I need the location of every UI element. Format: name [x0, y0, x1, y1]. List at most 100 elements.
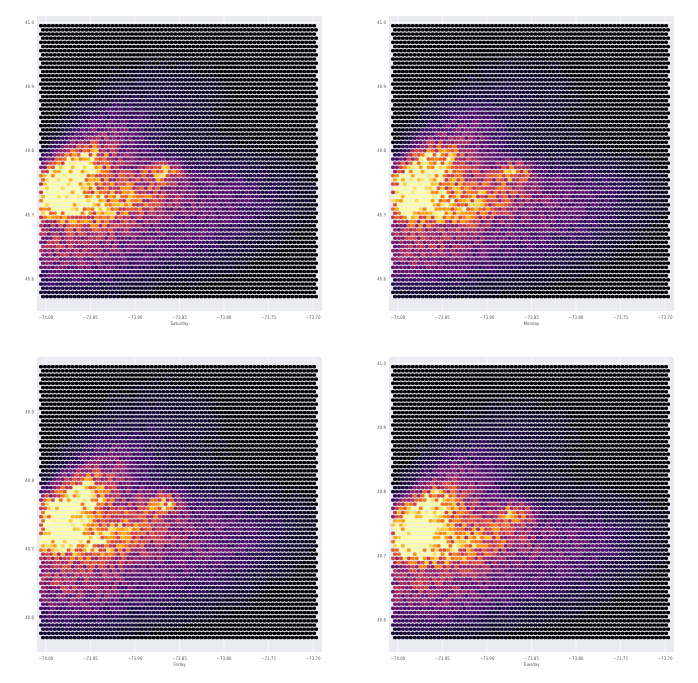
hexbin-cell [64, 261, 69, 265]
hexbin-cell [62, 265, 67, 270]
hexbin-cell [145, 24, 150, 28]
hexbin-cell [282, 136, 287, 140]
hexbin-cell [147, 178, 152, 182]
hexbin-cell [300, 224, 305, 228]
hexbin-cell [252, 215, 257, 220]
hexbin-cell [272, 124, 277, 128]
hexbin-cell [238, 53, 243, 57]
hexbin-cell [209, 190, 214, 195]
hexbin-cell [88, 103, 93, 107]
hexbin-cell [56, 94, 61, 99]
hexbin-cell [124, 203, 129, 207]
hexbin-cell [228, 282, 233, 286]
hexbin-cell [284, 149, 289, 153]
hexbin-cell [100, 119, 105, 124]
hexbin-cell [292, 182, 297, 186]
hexbin-cell [42, 215, 47, 220]
hexbin-cell [72, 86, 77, 90]
hexbin-cell [193, 57, 198, 61]
hexbin-cell [175, 261, 180, 265]
hexbin-cell [228, 124, 233, 128]
hexbin-cell [64, 144, 69, 149]
hexbin-cell [60, 94, 65, 99]
hexbin-cell [185, 107, 190, 111]
hexbin-cell [173, 274, 178, 278]
hexbin-cell [266, 211, 271, 215]
hexbin-cell [86, 24, 91, 28]
hexbin-cell [207, 111, 212, 115]
hexbin-cell [128, 119, 133, 124]
hexbin-cell [244, 207, 249, 211]
hexbin-cell [288, 40, 293, 45]
hexbin-cell [228, 240, 233, 245]
hexbin-cell [244, 49, 249, 53]
hexbin-cell [122, 40, 127, 45]
hexbin-cell [137, 65, 142, 70]
hexbin-cell [46, 165, 51, 170]
hexbin-cell [539, 36, 544, 40]
hexbin-cell [163, 228, 168, 232]
hexbin-cell [236, 140, 241, 145]
hexbin-cell [278, 178, 283, 182]
hexbin-cell [509, 24, 514, 28]
hexbin-cell [276, 124, 281, 128]
hexbin-cell [177, 190, 182, 195]
hexbin-cell [252, 165, 257, 170]
hexbin-cell [232, 182, 237, 186]
hexbin-cell [153, 149, 158, 153]
hexbin-cell [124, 69, 129, 74]
hexbin-cell [56, 169, 61, 174]
hexbin-cell [179, 136, 184, 140]
hexbin-cell [226, 178, 231, 182]
hexbin-cell [88, 178, 93, 182]
hexbin-cell [296, 124, 301, 128]
hexbin-cell [215, 186, 220, 190]
hexbin-cell [300, 174, 305, 178]
hexbin-cell [149, 282, 154, 286]
hexbin-cell [636, 24, 641, 28]
hexbin-cell [133, 149, 139, 153]
hexbin-cell [282, 86, 287, 90]
hexbin-cell [296, 240, 301, 245]
hexbin-cell [314, 219, 319, 224]
hexbin-cell [100, 186, 105, 190]
hexbin-cell [104, 186, 109, 190]
hexbin-cell [302, 136, 307, 140]
hexbin-cell [213, 115, 218, 120]
hexbin-cell [165, 290, 170, 295]
hexbin-cell [96, 128, 101, 132]
hexbin-cell [191, 94, 196, 99]
hexbin-cell [434, 24, 439, 28]
hexbin-cell [126, 282, 131, 286]
hexbin-cell [90, 257, 95, 261]
hexbin-cell [130, 240, 135, 245]
hexbin-cell [78, 165, 83, 170]
hexbin-cell [66, 82, 71, 86]
hexbin-cell [179, 278, 184, 282]
hexbin-cell [652, 32, 657, 36]
hexbin-cell [205, 74, 210, 78]
hexbin-cell [104, 161, 109, 165]
hexbin-cell [66, 99, 71, 103]
hexbin-cell [240, 232, 245, 236]
hexbin-cell [422, 32, 427, 36]
hexbin-cell [258, 103, 263, 107]
hexbin-cell [223, 144, 228, 149]
hexbin-cell [141, 290, 146, 295]
hexbin-cell [294, 228, 299, 232]
hexbin-cell [264, 240, 269, 245]
hexbin-cell [137, 265, 142, 270]
hexbin-cell [276, 224, 281, 228]
hexbin-cell [266, 78, 271, 82]
hexbin-cell [258, 253, 263, 257]
hexbin-cell [68, 103, 73, 107]
hexbin-cell [288, 199, 293, 203]
hexbin-cell [50, 99, 55, 103]
hexbin-cell [238, 69, 243, 74]
hexbin-cell [224, 257, 230, 261]
hexbin-cell [290, 186, 295, 190]
hexbin-cell [64, 86, 69, 90]
hexbin-cell [232, 32, 237, 36]
hexbin-cell [197, 215, 202, 220]
hexbin-cell [80, 36, 85, 40]
